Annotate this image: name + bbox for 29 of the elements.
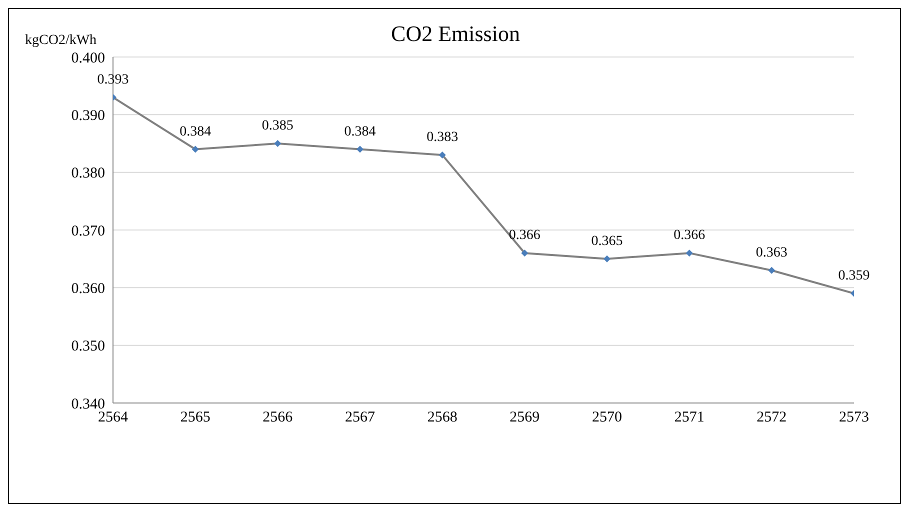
data-label: 0.393: [97, 72, 129, 88]
x-tick-label: 2571: [674, 410, 704, 426]
x-tick-label: 2568: [427, 410, 458, 426]
y-tick-label: 0.400: [71, 50, 105, 66]
x-tick-label: 2573: [839, 410, 869, 426]
data-label: 0.366: [674, 228, 706, 244]
y-tick-label: 0.340: [71, 396, 105, 412]
data-label: 0.383: [426, 130, 458, 146]
y-tick-label: 0.380: [71, 166, 105, 182]
data-label: 0.384: [180, 124, 212, 140]
x-tick-label: 2564: [98, 410, 128, 426]
data-label: 0.384: [344, 124, 376, 140]
x-tick-label: 2572: [756, 410, 787, 426]
y-tick-label: 0.370: [71, 223, 105, 240]
y-tick-label: 0.350: [71, 338, 105, 355]
data-label: 0.366: [508, 228, 540, 244]
x-tick-label: 2569: [510, 410, 540, 426]
y-axis-title: kgCO2/kWh: [25, 33, 97, 49]
y-tick-label: 0.390: [71, 108, 105, 124]
y-tick-label: 0.360: [71, 280, 105, 297]
data-label: 0.359: [838, 268, 870, 284]
x-tick-label: 2566: [262, 410, 294, 426]
x-tick-label: 2565: [180, 410, 210, 426]
x-tick-label: 2567: [345, 410, 376, 426]
chart-title: CO2 Emission: [391, 21, 520, 46]
x-tick-label: 2570: [592, 410, 622, 426]
data-label: 0.385: [262, 118, 294, 134]
data-label: 0.365: [591, 234, 623, 249]
data-label: 0.363: [756, 245, 788, 260]
